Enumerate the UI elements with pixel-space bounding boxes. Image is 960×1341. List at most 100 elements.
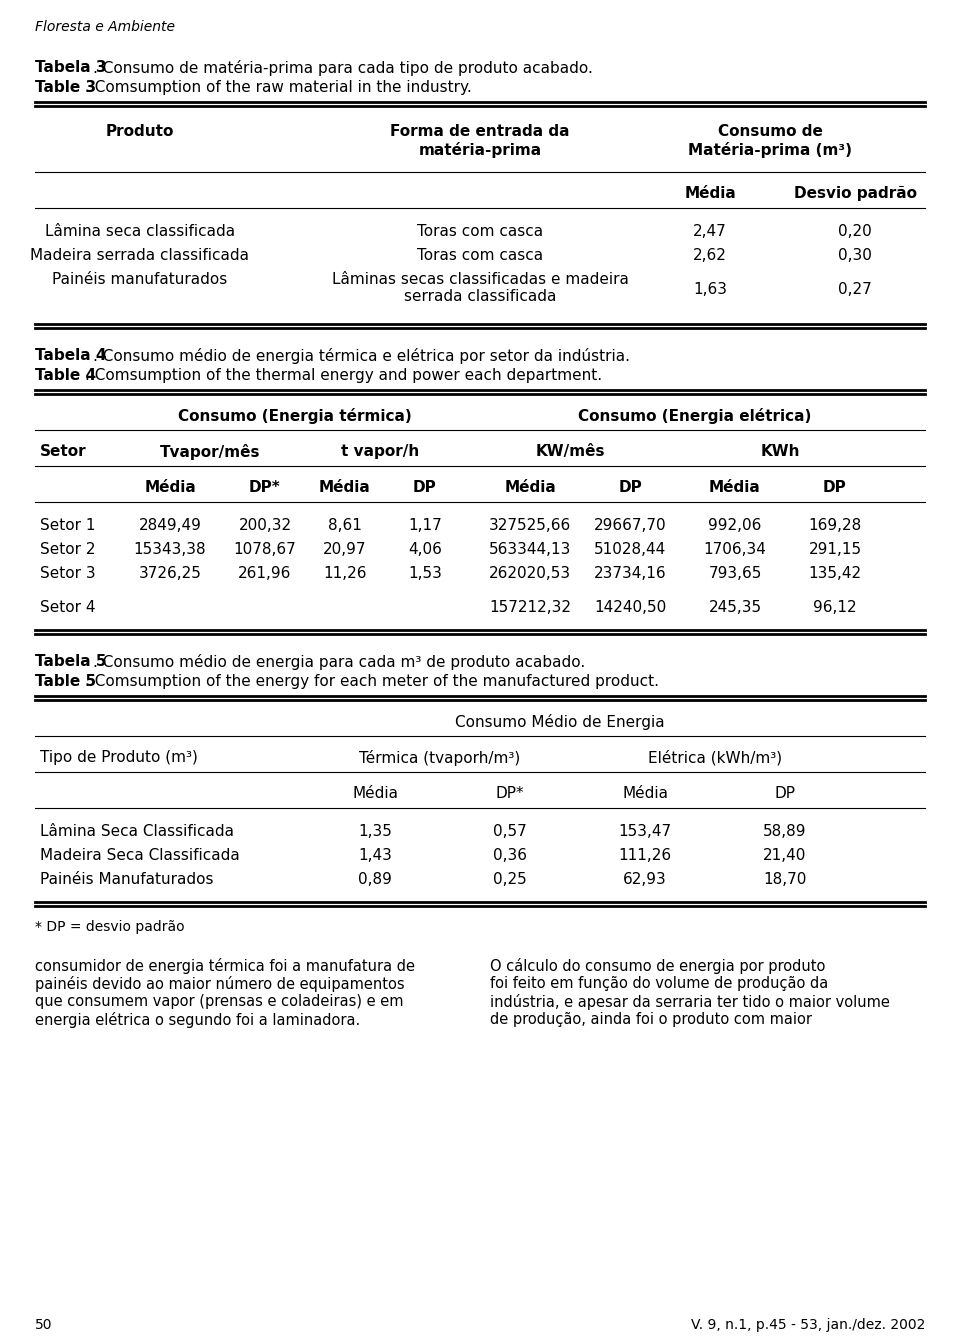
Text: Elétrica (kWh/m³): Elétrica (kWh/m³) [648,750,782,766]
Text: 20,97: 20,97 [324,542,367,557]
Text: Consumo (Energia elétrica): Consumo (Energia elétrica) [578,408,812,424]
Text: Consumo Médio de Energia: Consumo Médio de Energia [455,713,665,730]
Text: DP*: DP* [250,480,281,495]
Text: 111,26: 111,26 [618,848,672,864]
Text: 58,89: 58,89 [763,823,806,839]
Text: 245,35: 245,35 [708,599,761,616]
Text: 157212,32: 157212,32 [489,599,571,616]
Text: 0,20: 0,20 [838,224,872,239]
Text: . Comsumption of the thermal energy and power each department.: . Comsumption of the thermal energy and … [85,367,603,384]
Text: 29667,70: 29667,70 [593,518,666,532]
Text: 0,57: 0,57 [493,823,527,839]
Text: t vapor/h: t vapor/h [341,444,420,459]
Text: painéis devido ao maior número de equipamentos: painéis devido ao maior número de equipa… [35,976,404,992]
Text: 2849,49: 2849,49 [138,518,202,532]
Text: 1706,34: 1706,34 [704,542,766,557]
Text: 8,61: 8,61 [328,518,362,532]
Text: Toras com casca: Toras com casca [417,248,543,263]
Text: 992,06: 992,06 [708,518,761,532]
Text: 1078,67: 1078,67 [233,542,297,557]
Text: 15343,38: 15343,38 [133,542,206,557]
Text: de produção, ainda foi o produto com maior: de produção, ainda foi o produto com mai… [490,1012,812,1027]
Text: 153,47: 153,47 [618,823,672,839]
Text: Forma de entrada da
matéria-prima: Forma de entrada da matéria-prima [391,123,569,158]
Text: KW/mês: KW/mês [536,444,605,459]
Text: Média: Média [504,480,556,495]
Text: indústria, e apesar da serraria ter tido o maior volume: indústria, e apesar da serraria ter tido… [490,994,890,1010]
Text: 96,12: 96,12 [813,599,857,616]
Text: O cálculo do consumo de energia por produto: O cálculo do consumo de energia por prod… [490,957,826,974]
Text: . Comsumption of the raw material in the industry.: . Comsumption of the raw material in the… [85,80,472,95]
Text: 1,63: 1,63 [693,282,727,296]
Text: . Consumo médio de energia térmica e elétrica por setor da indústria.: . Consumo médio de energia térmica e elé… [92,349,630,363]
Text: 11,26: 11,26 [324,566,367,581]
Text: Floresta e Ambiente: Floresta e Ambiente [35,20,175,34]
Text: que consumem vapor (prensas e coladeiras) e em: que consumem vapor (prensas e coladeiras… [35,994,403,1008]
Text: Desvio padrão: Desvio padrão [794,186,917,201]
Text: 261,96: 261,96 [238,566,292,581]
Text: 0,27: 0,27 [838,282,872,296]
Text: Produto: Produto [106,123,174,139]
Text: 1,43: 1,43 [358,848,392,864]
Text: Média: Média [352,786,398,801]
Text: Média: Média [622,786,668,801]
Text: 2,62: 2,62 [693,248,727,263]
Text: Setor 4: Setor 4 [40,599,95,616]
Text: Lâmina seca classificada: Lâmina seca classificada [45,224,235,239]
Text: Consumo de
Matéria-prima (m³): Consumo de Matéria-prima (m³) [688,123,852,158]
Text: 18,70: 18,70 [763,872,806,886]
Text: Setor 2: Setor 2 [40,542,95,557]
Text: consumidor de energia térmica foi a manufatura de: consumidor de energia térmica foi a manu… [35,957,415,974]
Text: 21,40: 21,40 [763,848,806,864]
Text: Madeira Seca Classificada: Madeira Seca Classificada [40,848,240,864]
Text: Painéis manufaturados: Painéis manufaturados [53,272,228,287]
Text: 0,36: 0,36 [493,848,527,864]
Text: V. 9, n.1, p.45 - 53, jan./dez. 2002: V. 9, n.1, p.45 - 53, jan./dez. 2002 [690,1318,925,1332]
Text: 200,32: 200,32 [238,518,292,532]
Text: 0,30: 0,30 [838,248,872,263]
Text: . Consumo de matéria-prima para cada tipo de produto acabado.: . Consumo de matéria-prima para cada tip… [92,60,592,76]
Text: 3726,25: 3726,25 [138,566,202,581]
Text: 1,35: 1,35 [358,823,392,839]
Text: Média: Média [144,480,196,495]
Text: . Comsumption of the energy for each meter of the manufactured product.: . Comsumption of the energy for each met… [85,675,660,689]
Text: 291,15: 291,15 [808,542,861,557]
Text: Painéis Manufaturados: Painéis Manufaturados [40,872,213,886]
Text: Lâminas secas classificadas e madeira
serrada classificada: Lâminas secas classificadas e madeira se… [331,272,629,304]
Text: 23734,16: 23734,16 [593,566,666,581]
Text: DP: DP [823,480,847,495]
Text: * DP = desvio padrão: * DP = desvio padrão [35,920,184,933]
Text: 135,42: 135,42 [808,566,861,581]
Text: Consumo (Energia térmica): Consumo (Energia térmica) [179,408,412,424]
Text: Média: Média [684,186,736,201]
Text: 4,06: 4,06 [408,542,442,557]
Text: Tabela 5: Tabela 5 [35,654,107,669]
Text: Toras com casca: Toras com casca [417,224,543,239]
Text: 50: 50 [35,1318,53,1332]
Text: Setor 1: Setor 1 [40,518,95,532]
Text: Média: Média [319,480,371,495]
Text: Tabela 3: Tabela 3 [35,60,107,75]
Text: Madeira serrada classificada: Madeira serrada classificada [31,248,250,263]
Text: Tabela 4: Tabela 4 [35,349,107,363]
Text: Tipo de Produto (m³): Tipo de Produto (m³) [40,750,198,764]
Text: DP: DP [413,480,437,495]
Text: Setor: Setor [40,444,86,459]
Text: foi feito em função do volume de produção da: foi feito em função do volume de produçã… [490,976,828,991]
Text: 327525,66: 327525,66 [489,518,571,532]
Text: 0,89: 0,89 [358,872,392,886]
Text: Lâmina Seca Classificada: Lâmina Seca Classificada [40,823,234,839]
Text: 1,53: 1,53 [408,566,442,581]
Text: DP: DP [775,786,796,801]
Text: Média: Média [709,480,761,495]
Text: 1,17: 1,17 [408,518,442,532]
Text: 262020,53: 262020,53 [489,566,571,581]
Text: 793,65: 793,65 [708,566,761,581]
Text: KWh: KWh [760,444,800,459]
Text: . Consumo médio de energia para cada m³ de produto acabado.: . Consumo médio de energia para cada m³ … [92,654,585,670]
Text: 169,28: 169,28 [808,518,862,532]
Text: Table 4: Table 4 [35,367,96,384]
Text: Setor 3: Setor 3 [40,566,96,581]
Text: 62,93: 62,93 [623,872,667,886]
Text: Tvapor/mês: Tvapor/mês [159,444,260,460]
